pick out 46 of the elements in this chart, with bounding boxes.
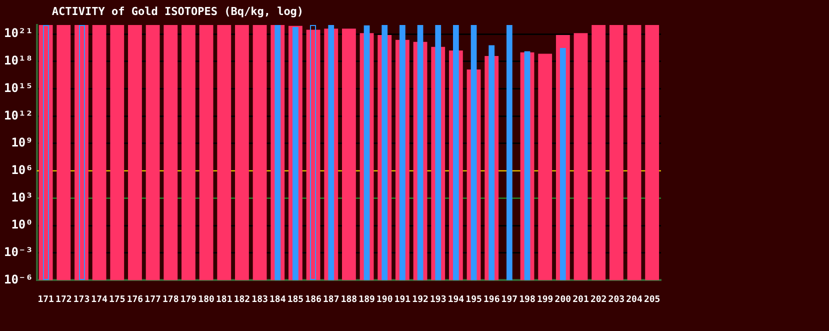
x-tick-label: 172	[56, 294, 72, 305]
x-tick-label: 189	[358, 294, 375, 305]
y-tick-label: 10⁻³	[4, 244, 33, 259]
x-tick-label: 205	[644, 294, 660, 305]
x-tick-label: 186	[305, 294, 322, 305]
y-tick-label: 10⁻⁶	[4, 272, 33, 286]
x-tick-label: 191	[394, 294, 411, 305]
x-tick-label: 204	[626, 294, 643, 305]
chart-title: ACTIVITY of Gold ISOTOPES (Bq/kg, log)	[52, 4, 304, 18]
y-tick-label: 10⁹	[11, 136, 33, 150]
x-tick-label: 201	[572, 294, 589, 305]
x-tick-label: 200	[554, 294, 572, 305]
x-tick-label: 187	[322, 294, 340, 305]
x-tick-label: 180	[198, 294, 214, 305]
x-tick-label: 171	[38, 294, 54, 305]
x-tick-label: 183	[252, 294, 268, 305]
y-tick-label: 10⁶	[11, 162, 33, 177]
y-tick-label: 10¹⁸	[4, 54, 33, 68]
x-tick-label: 177	[144, 294, 161, 305]
y-tick-label: 10⁰	[11, 218, 33, 232]
x-tick-label: 175	[109, 294, 126, 305]
x-tick-label: 185	[287, 294, 304, 305]
x-tick-label: 179	[180, 294, 197, 305]
x-tick-label: 199	[536, 294, 554, 305]
x-tick-label: 188	[340, 294, 358, 305]
x-tick-label: 181	[216, 294, 232, 305]
x-tick-label: 197	[501, 294, 518, 305]
x-tick-label: 202	[590, 294, 607, 305]
x-tick-label: 203	[608, 294, 625, 305]
y-tick-label: 10¹⁵	[4, 80, 33, 95]
x-tick-label: 182	[234, 294, 250, 305]
x-tick-label: 194	[448, 294, 465, 305]
y-tick-label: 10¹²	[4, 108, 33, 122]
x-tick-label: 173	[73, 294, 90, 305]
x-tick-label: 196	[483, 294, 500, 305]
x-tick-label: 192	[412, 294, 428, 305]
y-tick-label: 10³	[11, 190, 33, 204]
x-tick-label: 195	[466, 294, 482, 305]
x-tick-label: 193	[430, 294, 446, 305]
x-tick-label: 190	[376, 294, 393, 305]
x-tick-label: 184	[269, 294, 286, 305]
x-tick-label: 174	[91, 294, 108, 305]
x-tick-label: 178	[162, 294, 179, 305]
x-tick-label: 176	[126, 294, 144, 305]
y-tick-label: 10²¹	[4, 26, 33, 40]
x-tick-label: 198	[519, 294, 536, 305]
